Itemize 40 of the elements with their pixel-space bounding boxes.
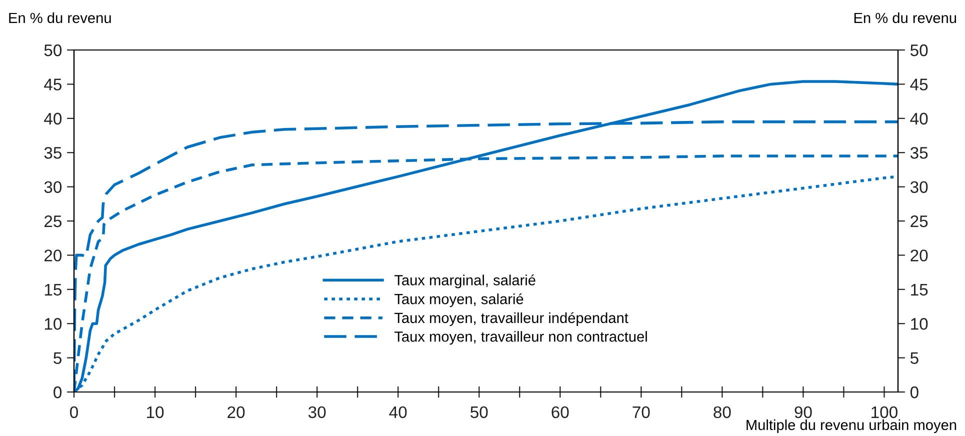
y-tick-label: 35	[44, 147, 62, 159]
y-tick-label: 50	[44, 44, 62, 56]
y2-tick-label: 45	[910, 78, 928, 90]
y2-tick-label: 50	[910, 44, 928, 56]
y-tick-label: 0	[54, 386, 62, 398]
y2-tick-label: 15	[911, 284, 928, 296]
legend-label: Taux marginal, salarié	[394, 274, 536, 288]
y-axis-title: En % du revenu	[9, 12, 111, 24]
y-tick-label: 40	[44, 112, 62, 125]
x-tick-label: 20	[228, 406, 245, 418]
y2-axis-title: En % du revenu	[854, 12, 956, 24]
y2-tick-label: 0	[910, 386, 918, 398]
y2-tick-label: 30	[910, 181, 928, 194]
y-tick-label: 25	[44, 215, 62, 228]
y2-tick-label: 5	[910, 352, 918, 364]
x-tick-label: 0	[70, 406, 78, 418]
y-tick-label: 45	[44, 78, 62, 90]
y2-tick-label: 25	[910, 215, 928, 228]
x-axis-title: Multiple du revenu urbain moyen	[746, 419, 956, 433]
y2-tick-label: 10	[911, 318, 928, 330]
y2-tick-label: 35	[910, 147, 928, 159]
x-tick-label: 80	[714, 406, 731, 418]
x-tick-label: 70	[632, 406, 650, 418]
legend-label: Taux moyen, travailleur non contractuel	[394, 331, 647, 345]
x-tick-label: 60	[552, 406, 569, 418]
x-tick-label: 40	[389, 406, 407, 418]
y-tick-label: 5	[54, 352, 62, 364]
x-tick-label: 50	[470, 406, 488, 418]
x-tick-label: 30	[308, 406, 326, 418]
x-tick-label: 100	[872, 406, 898, 418]
x-tick-label: 10	[147, 406, 164, 418]
x-tick-label: 90	[794, 406, 812, 418]
legend-label: Taux moyen, travailleur indépendant	[394, 312, 628, 326]
y-tick-label: 20	[44, 250, 62, 262]
y2-tick-label: 40	[910, 112, 928, 125]
y-tick-label: 15	[44, 284, 62, 296]
y-tick-label: 30	[44, 181, 62, 194]
y-tick-label: 10	[44, 318, 62, 330]
legend-label: Taux moyen, salarié	[394, 293, 524, 308]
y2-tick-label: 20	[910, 250, 928, 262]
